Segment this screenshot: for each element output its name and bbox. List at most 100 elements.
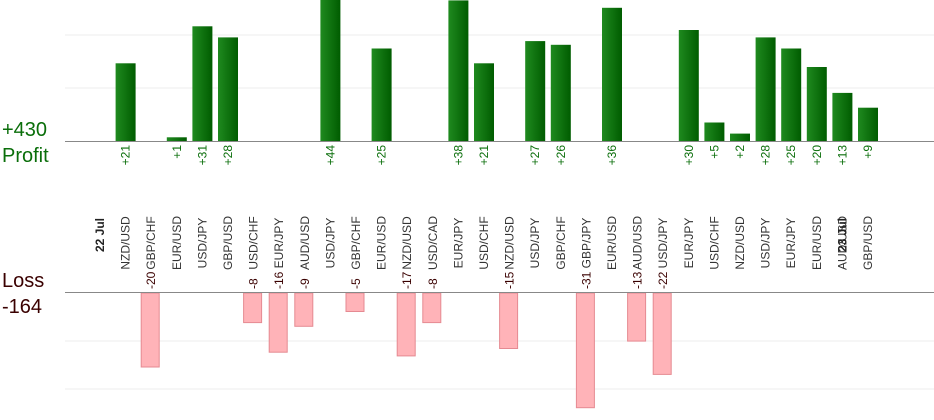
loss-bar: [396, 292, 416, 357]
profit-bar: [371, 48, 392, 141]
pair-label: AUD/USD: [835, 216, 849, 270]
pair-label: EUR/USD: [810, 216, 824, 270]
profit-bar: [550, 44, 571, 141]
profit-bar: [448, 0, 469, 142]
profit-bar: [730, 133, 750, 141]
pair-label: USD/JPY: [323, 218, 337, 269]
loss-value-label: -9: [298, 278, 312, 289]
pair-label: USD/CHF: [477, 216, 491, 269]
pair-label: EUR/JPY: [784, 218, 798, 269]
date-label: 23 Jul: [835, 218, 849, 252]
profit-bar: [678, 30, 699, 141]
loss-value-label: -13: [631, 271, 645, 289]
pair-label: GBP/CHF: [554, 216, 568, 269]
pair-label: GBP/USD: [221, 216, 235, 270]
loss-bar: [652, 292, 672, 375]
pair-label: USD/JPY: [759, 218, 773, 269]
loss-value-label: -5: [349, 278, 363, 289]
profit-value-label: +28: [221, 145, 235, 166]
profit-value-label: +5: [707, 145, 721, 159]
pair-label: NZD/USD: [733, 216, 747, 270]
loss-bar: [243, 292, 263, 324]
profit-value-label: +13: [835, 145, 849, 166]
profit-value-label: +30: [682, 145, 696, 166]
pair-label: EUR/JPY: [682, 218, 696, 269]
profit-bar: [806, 67, 827, 141]
loss-bar: [422, 292, 442, 324]
pair-label: EUR/USD: [605, 216, 619, 270]
loss-value-label: -15: [503, 271, 517, 289]
profit-total: +430: [2, 119, 48, 141]
loss-value-label: -8: [247, 278, 261, 289]
pair-label: NZD/USD: [400, 216, 414, 270]
profit-bar: [602, 7, 622, 141]
profit-label: Profit: [2, 145, 49, 167]
loss-bar: [627, 292, 647, 342]
pair-label: USD/JPY: [195, 218, 209, 269]
loss-bar: [345, 292, 365, 312]
profit-bar: [781, 48, 802, 141]
loss-bar: [575, 292, 595, 409]
profit-value-label: +36: [605, 145, 619, 166]
profit-value-label: +31: [195, 145, 209, 166]
profit-value-label: +27: [528, 145, 542, 166]
profit-value-label: +9: [861, 145, 875, 159]
loss-value-label: -22: [656, 271, 670, 289]
loss-value-label: -17: [400, 271, 414, 289]
loss-value-label: -8: [426, 278, 440, 289]
pair-label: GBP/CHF: [144, 216, 158, 269]
pair-label: USD/CAD: [426, 216, 440, 270]
pair-label: USD/CHF: [707, 216, 721, 269]
profit-value-label: +44: [323, 145, 337, 166]
profit-value-label: +1: [170, 145, 184, 159]
profit-bar: [832, 92, 853, 141]
profit-value-label: +20: [810, 145, 824, 166]
bars: [115, 0, 878, 409]
pair-label: GBP/USD: [861, 216, 875, 270]
profit-value-label: +21: [477, 145, 491, 166]
loss-bar: [499, 292, 519, 349]
profit-bar: [192, 26, 213, 141]
pair-label: USD/JPY: [656, 218, 670, 269]
profit-bar: [755, 37, 776, 141]
profit-value-label: +28: [759, 145, 773, 166]
pair-label: EUR/USD: [375, 216, 389, 270]
profit-value-label: +38: [451, 145, 465, 166]
date-label: 22 Jul: [93, 218, 107, 252]
loss-value-label: -16: [272, 271, 286, 289]
pair-label: USD/JPY: [528, 218, 542, 269]
pair-label: EUR/JPY: [451, 218, 465, 269]
profit-bar: [115, 63, 136, 141]
pair-label: NZD/USD: [119, 216, 133, 270]
profit-bar: [218, 37, 238, 141]
loss-total: -164: [2, 296, 43, 318]
pair-label: AUD/USD: [298, 216, 312, 270]
labels: +21 NZD/USD -20 GBP/CHF +1 EUR/USD +31 USD/JPY +…: [93, 145, 875, 289]
profit-bar: [858, 107, 878, 141]
loss-bar: [268, 292, 288, 353]
pair-label: USD/CHF: [247, 216, 261, 269]
profit-value-label: +21: [119, 145, 133, 166]
profit-value-label: +25: [375, 145, 389, 166]
loss-bar: [294, 292, 314, 327]
pair-label: EUR/JPY: [272, 218, 286, 269]
pair-label: GBP/JPY: [579, 218, 593, 269]
profit-value-label: +2: [733, 145, 747, 159]
profit-bar: [166, 137, 187, 141]
profit-bar: [474, 63, 494, 141]
profit-bar: [320, 0, 341, 142]
pair-label: NZD/USD: [503, 216, 517, 270]
axes: [65, 141, 934, 293]
loss-label: Loss: [2, 270, 45, 292]
loss-value-label: -20: [144, 271, 158, 289]
pair-label: EUR/USD: [170, 216, 184, 270]
profit-bar: [525, 41, 546, 141]
loss-bar: [140, 292, 160, 368]
profit-bar: [704, 122, 725, 141]
loss-value-label: -31: [579, 271, 593, 289]
profit-value-label: +26: [554, 145, 568, 166]
pair-label: GBP/CHF: [349, 216, 363, 269]
profit-value-label: +25: [784, 145, 798, 166]
pair-label: AUD/USD: [631, 216, 645, 270]
